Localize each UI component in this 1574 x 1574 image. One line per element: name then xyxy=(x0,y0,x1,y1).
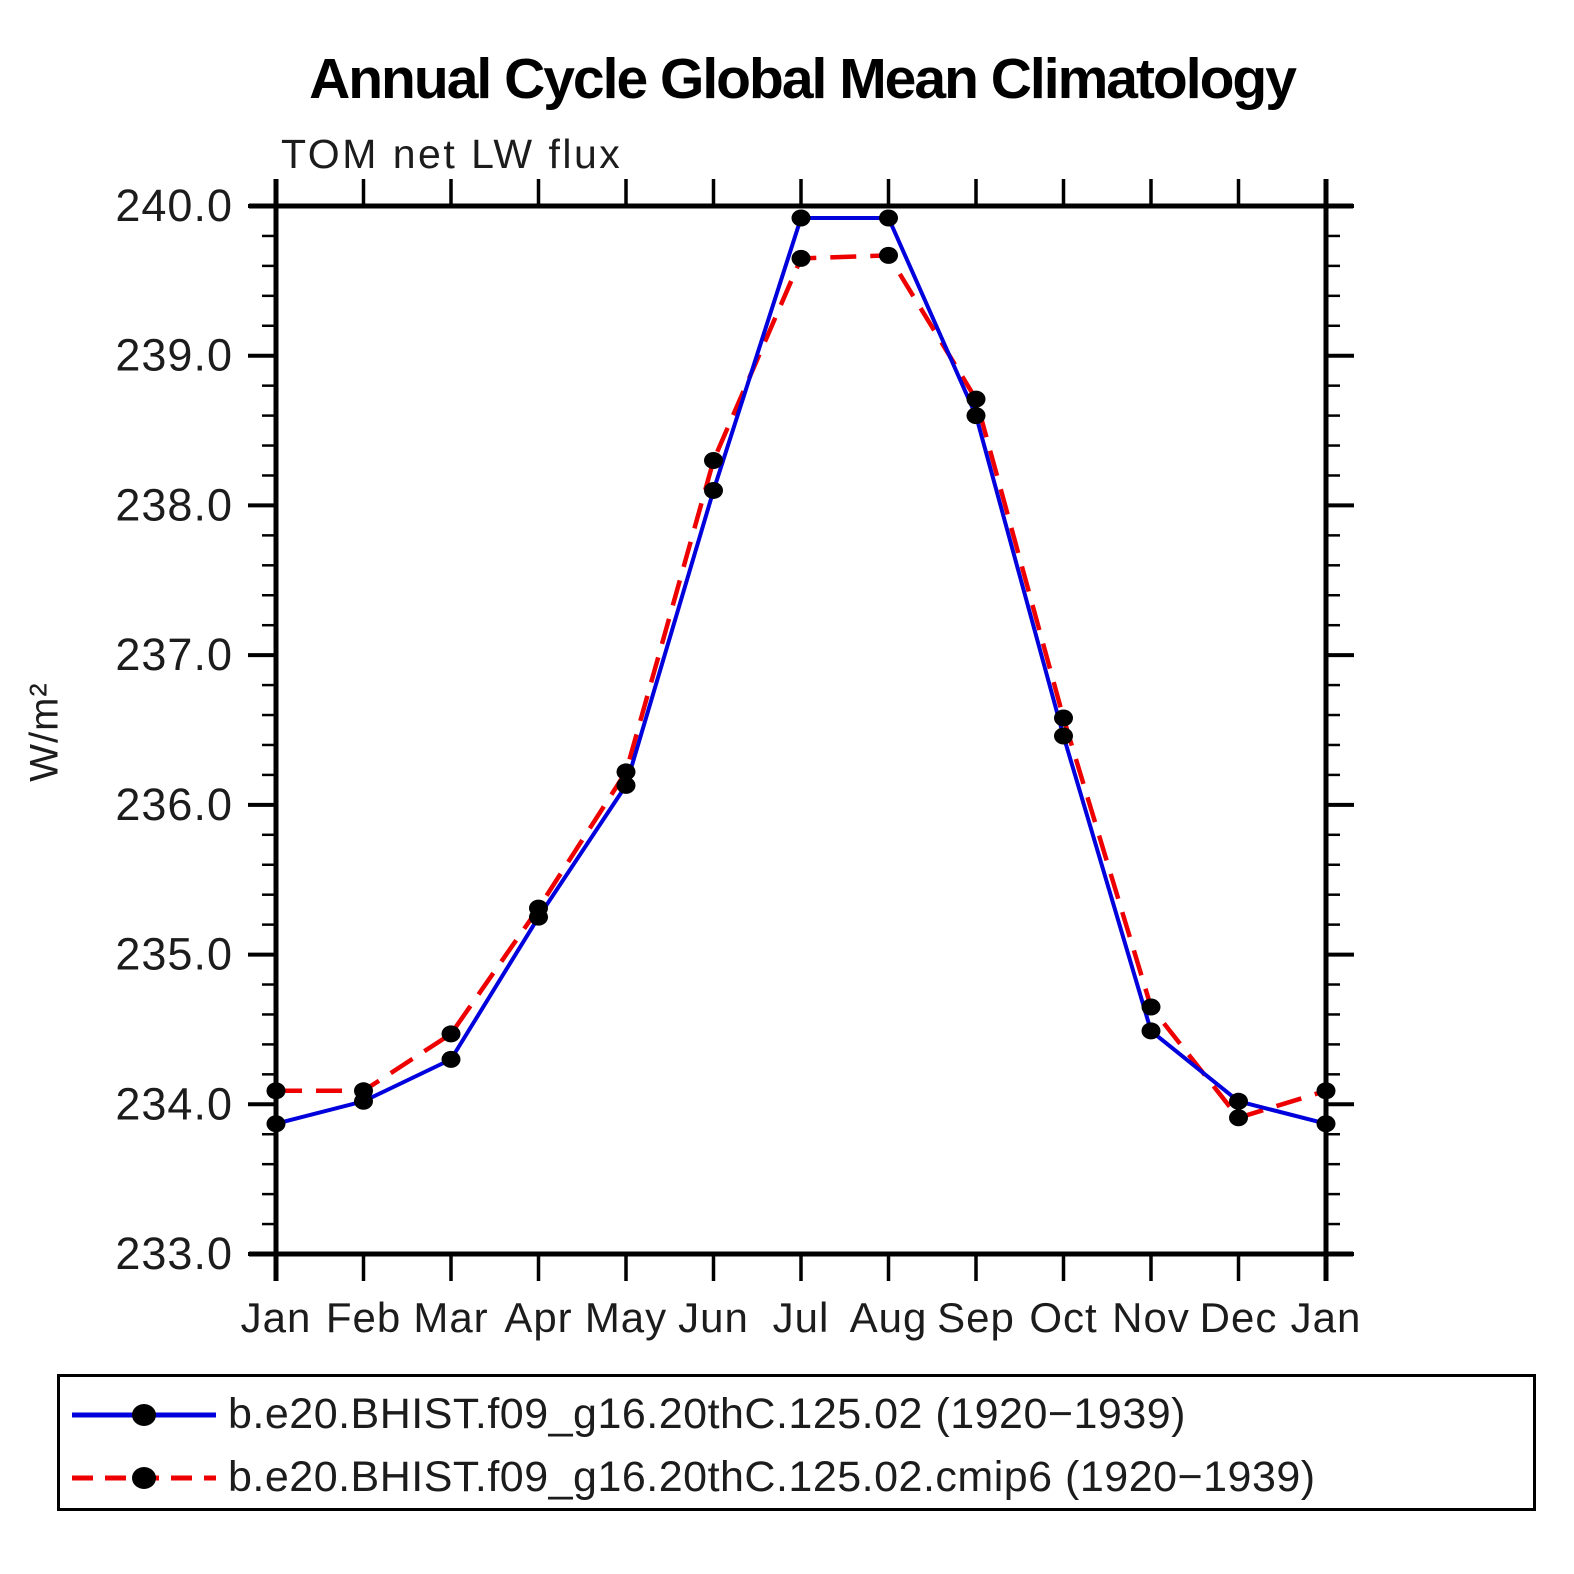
chart-subtitle: TOM net LW flux xyxy=(281,131,623,177)
x-axis-ticks xyxy=(274,179,1328,1281)
data-point xyxy=(879,209,898,227)
plot-area: 233.0 234.0 235.0 236.0 237.0 238.0 239.0 240.0… xyxy=(115,179,1362,1341)
data-point xyxy=(441,1050,461,1068)
data-point xyxy=(704,481,723,499)
x-tick-label: Jan xyxy=(241,1294,312,1341)
x-axis-tick-labels: Jan Feb Mar Apr May Jun Jul Aug Sep Oct Nov Dec Jan xyxy=(241,1294,1362,1341)
x-tick-label: Jul xyxy=(773,1294,830,1341)
data-point xyxy=(529,899,548,917)
series-markers xyxy=(266,246,1336,1127)
x-tick-label: May xyxy=(585,1294,667,1341)
data-point xyxy=(704,452,723,470)
legend-entry-model-cmip6: b.e20.BHIST.f09_g16.20thC.125.02.cmip6 (… xyxy=(60,1446,1533,1509)
data-point xyxy=(1141,1022,1161,1040)
y-axis-tick-labels: 233.0 234.0 235.0 236.0 237.0 238.0 239.0 240.0 xyxy=(115,180,233,1279)
data-point xyxy=(879,246,898,264)
data-point xyxy=(966,390,986,408)
y-tick-label: 239.0 xyxy=(115,330,233,381)
data-point xyxy=(616,763,636,781)
y-tick-label: 238.0 xyxy=(115,479,233,530)
data-point xyxy=(1229,1092,1248,1110)
data-point xyxy=(266,1082,286,1100)
x-tick-label: Aug xyxy=(850,1294,928,1341)
x-tick-label: Nov xyxy=(1112,1294,1190,1341)
data-point xyxy=(1316,1115,1336,1133)
legend-line-sample-solid xyxy=(72,1403,216,1426)
y-tick-label: 234.0 xyxy=(115,1078,233,1129)
series-line-dashed xyxy=(276,253,1327,1121)
y-tick-label: 235.0 xyxy=(115,929,233,980)
x-tick-label: Dec xyxy=(1200,1294,1278,1341)
data-point xyxy=(266,1115,286,1133)
data-point xyxy=(791,209,811,227)
x-tick-label: Jun xyxy=(678,1294,749,1341)
data-point xyxy=(354,1082,373,1100)
legend-label-model-cmip6: b.e20.BHIST.f09_g16.20thC.125.02.cmip6 (… xyxy=(228,1453,1316,1501)
x-tick-label: Oct xyxy=(1029,1294,1097,1341)
x-tick-label: Mar xyxy=(413,1294,488,1341)
data-point xyxy=(1054,709,1073,727)
data-point xyxy=(1229,1109,1248,1127)
data-point xyxy=(1141,998,1161,1016)
legend-marker-dot xyxy=(132,1466,156,1489)
legend: b.e20.BHIST.f09_g16.20thC.125.02 (1920−1… xyxy=(57,1374,1536,1511)
plot-frame xyxy=(249,179,1353,1281)
y-tick-label: 240.0 xyxy=(115,180,233,231)
data-point xyxy=(966,407,986,425)
x-tick-label: Feb xyxy=(326,1294,401,1341)
x-tick-label: Apr xyxy=(504,1294,572,1341)
data-point xyxy=(1316,1082,1336,1100)
series-markers xyxy=(266,209,1336,1133)
y-tick-label: 237.0 xyxy=(115,629,233,680)
legend-entry-model: b.e20.BHIST.f09_g16.20thC.125.02 (1920−1… xyxy=(60,1383,1533,1446)
legend-marker-dot xyxy=(132,1403,156,1426)
series-line-solid xyxy=(275,215,1327,1126)
x-tick-label: Jan xyxy=(1291,1294,1362,1341)
legend-label-model: b.e20.BHIST.f09_g16.20thC.125.02 (1920−1… xyxy=(228,1390,1186,1438)
legend-line-sample-dashed xyxy=(72,1466,216,1489)
data-point xyxy=(616,776,636,794)
y-tick-label: 233.0 xyxy=(115,1228,233,1279)
data-point xyxy=(1054,727,1073,745)
chart-title: Annual Cycle Global Mean Climatology xyxy=(309,47,1297,111)
y-axis-ticks xyxy=(248,204,1354,1256)
data-point xyxy=(441,1025,461,1043)
data-point xyxy=(791,249,811,267)
y-tick-label: 236.0 xyxy=(115,779,233,830)
x-tick-label: Sep xyxy=(937,1294,1015,1341)
